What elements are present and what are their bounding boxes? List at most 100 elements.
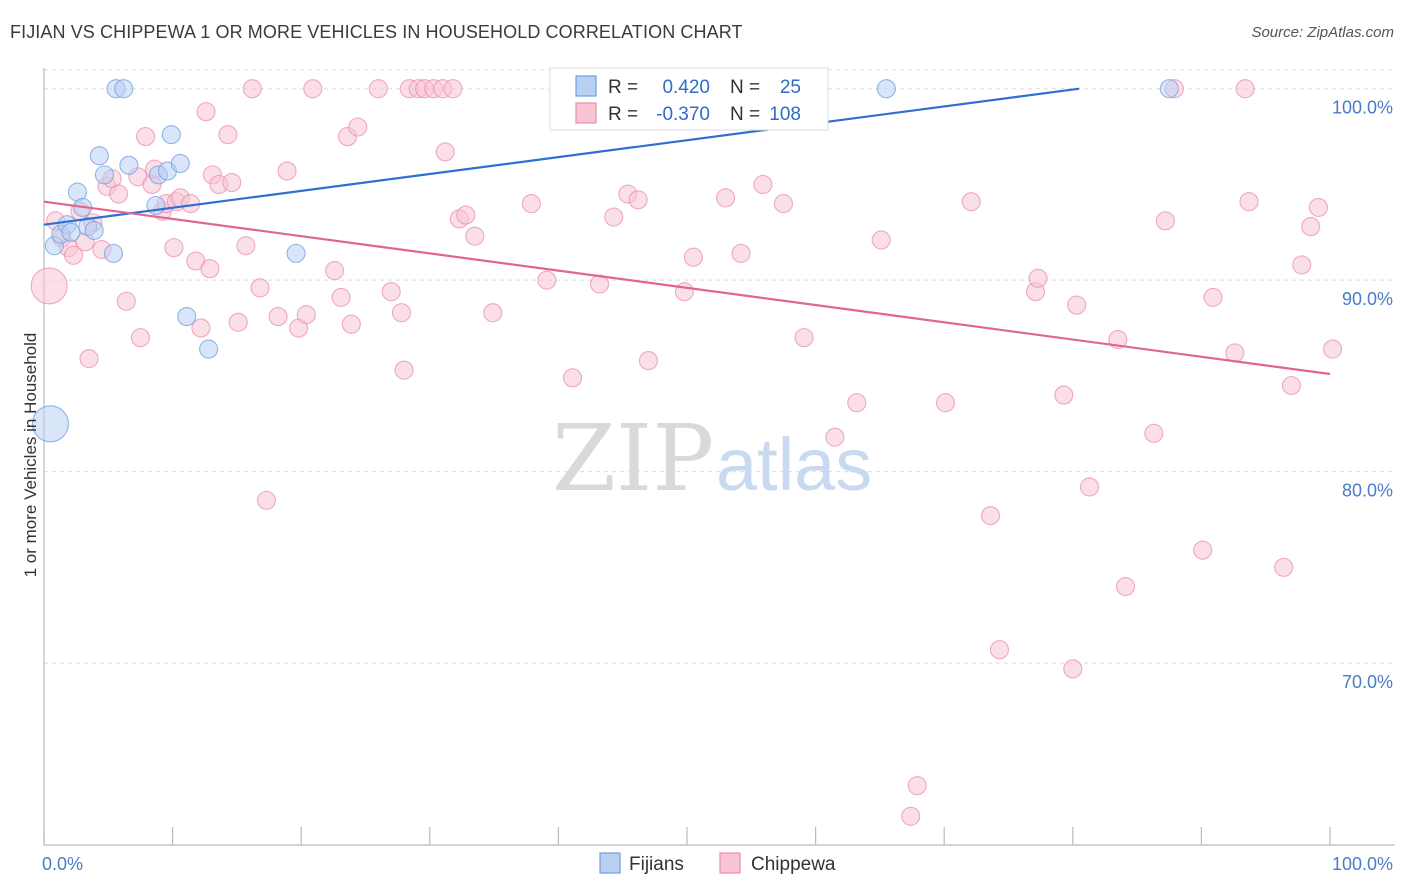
fijians-point [177, 307, 197, 327]
chippewa-point [277, 161, 297, 181]
chippewa-point [1115, 576, 1136, 597]
chippewa-point [1028, 268, 1048, 288]
fijians-point [286, 243, 306, 263]
chippewa-point [1054, 385, 1074, 405]
chippewa-point [348, 117, 368, 137]
chippewa-point [228, 312, 248, 332]
watermark-atlas: atlas [716, 423, 872, 506]
source-label: Source: ZipAtlas.com [1251, 24, 1394, 41]
fijians-point [199, 339, 219, 359]
chippewa-point [200, 259, 220, 279]
fijians-point [84, 220, 104, 240]
chippewa-point [331, 287, 351, 307]
y-tick-label: 80.0% [1342, 481, 1393, 501]
chippewa-point [109, 184, 129, 204]
chippewa-point [1235, 79, 1255, 99]
fijians-point [89, 146, 109, 166]
chippewa-point [1323, 339, 1343, 359]
chippewa-point [368, 79, 388, 99]
chippewa-point [116, 291, 136, 311]
chippewa-point [1067, 295, 1087, 315]
y-tick-labels: 70.0% 80.0% 90.0% 100.0% [1332, 98, 1393, 692]
chippewa-point [716, 188, 736, 208]
chippewa-point [871, 230, 891, 250]
chippewa-point [191, 318, 211, 338]
chippewa-point [136, 127, 156, 147]
y-tick-label: 70.0% [1342, 672, 1393, 692]
chippewa-point [1203, 287, 1223, 307]
chippewa-point [435, 142, 455, 162]
chippewa-point [935, 393, 956, 413]
chippewa-point [341, 314, 361, 334]
chippewa-point [325, 261, 345, 281]
fijians-point [31, 405, 69, 443]
y-axis-label: 1 or more Vehicles in Household [21, 333, 40, 578]
chippewa-point [236, 236, 256, 256]
chippewa-point [794, 328, 814, 348]
chippewa-point [901, 806, 921, 826]
grid-lines [44, 69, 1395, 664]
chippewa-point [773, 194, 794, 214]
y-tick-label: 90.0% [1342, 289, 1393, 309]
chippewa-point [604, 207, 624, 227]
chippewa-point [847, 393, 867, 413]
y-tick-label: 100.0% [1332, 98, 1393, 118]
chippewa-point [483, 303, 503, 323]
legend-r-value: -0.370 [656, 104, 710, 125]
watermark: ZIP atlas [552, 405, 872, 512]
chippewa-point [303, 79, 323, 99]
chippewa-point [1301, 217, 1321, 237]
fijians-point [1159, 79, 1179, 99]
chippewa-point [30, 267, 68, 305]
x-tick-label: 0.0% [42, 854, 83, 874]
chippewa-point [256, 490, 277, 510]
fijians-point [119, 155, 139, 175]
x-tick-labels: 0.0% 100.0% [42, 854, 1393, 874]
fijians-point [170, 153, 190, 173]
chippewa-point [1144, 423, 1164, 443]
chippewa-point [753, 174, 773, 195]
chippewa-point [674, 282, 694, 302]
chippewa-point [907, 776, 927, 796]
chippewa-point [242, 79, 262, 99]
fijians-point [114, 79, 134, 99]
legend-r-label: R = [608, 104, 638, 125]
chippewa-point [638, 351, 658, 371]
chippewa-trend-line [43, 200, 1331, 376]
chippewa-point [628, 190, 648, 210]
fijians-point [103, 243, 123, 263]
axes [43, 68, 1395, 846]
legend-swatch-chippewa [575, 102, 597, 124]
chippewa-point [989, 640, 1010, 660]
legend-r-label: R = [608, 77, 638, 98]
fijians-point [876, 79, 896, 99]
chippewa-point [1281, 375, 1301, 396]
chippewa-point [980, 506, 1001, 526]
chippewa-point [381, 282, 401, 302]
chippewa-point [1292, 255, 1312, 275]
chippewa-point [825, 427, 845, 447]
chippewa-point [961, 192, 981, 212]
bottom-legend-label-chippewa: Chippewa [751, 854, 836, 875]
chippewa-point [218, 125, 238, 145]
chippewa-point [456, 205, 476, 225]
x-tick-label: 100.0% [1332, 854, 1393, 874]
chippewa-point [164, 238, 184, 258]
fijians-point [161, 125, 181, 145]
chippewa-point [296, 305, 316, 325]
chippewa-point [268, 307, 288, 327]
chippewa-point [1079, 477, 1100, 497]
legend-n-label: N = [730, 77, 760, 98]
legend-n-value: 25 [780, 77, 801, 98]
chippewa-point [79, 349, 99, 369]
chippewa-point [562, 368, 583, 388]
chart-title: FIJIAN VS CHIPPEWA 1 OR MORE VEHICLES IN… [10, 22, 743, 42]
chippewa-point [1274, 557, 1294, 577]
chippewa-point [222, 172, 242, 193]
chippewa-point [443, 79, 463, 99]
chippewa-point [1225, 343, 1245, 363]
bottom-legend-swatch-fijians [599, 852, 621, 874]
bottom-legend-swatch-chippewa [719, 852, 741, 874]
chippewa-point [1193, 540, 1213, 560]
